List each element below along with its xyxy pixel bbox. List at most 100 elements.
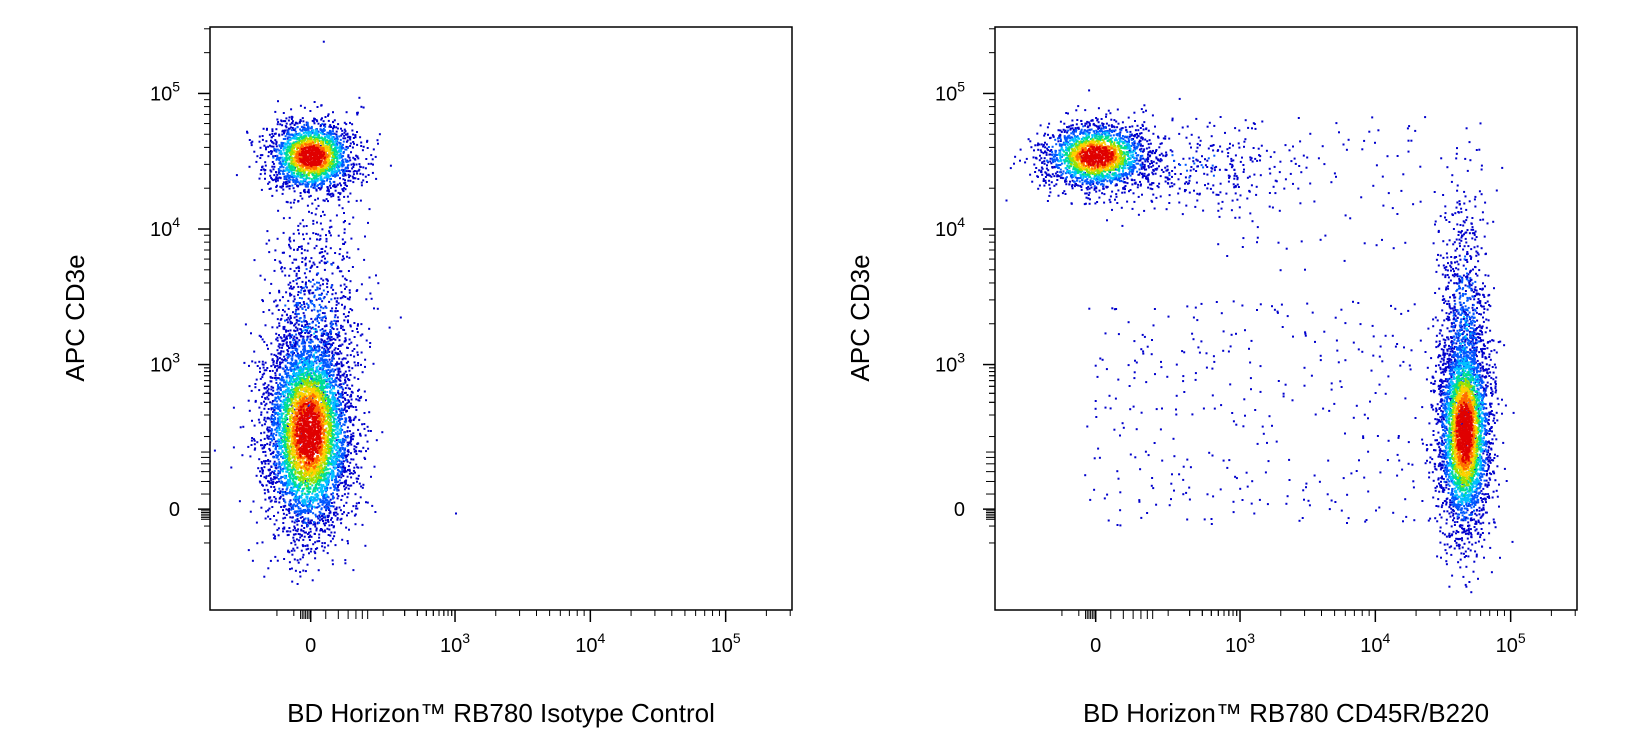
data-point bbox=[285, 413, 288, 416]
data-point bbox=[335, 126, 338, 129]
data-point bbox=[353, 170, 356, 172]
data-point bbox=[256, 542, 259, 545]
data-point bbox=[277, 466, 280, 469]
data-point bbox=[335, 432, 338, 435]
data-point bbox=[304, 508, 307, 511]
data-point bbox=[297, 369, 300, 372]
data-point bbox=[349, 121, 351, 124]
data-point bbox=[345, 361, 348, 364]
data-point bbox=[349, 405, 352, 408]
data-point bbox=[346, 147, 349, 149]
data-point bbox=[278, 440, 281, 443]
data-point bbox=[295, 282, 298, 285]
data-point bbox=[280, 403, 283, 406]
data-point bbox=[291, 491, 294, 494]
data-point bbox=[317, 569, 320, 572]
data-point bbox=[332, 354, 335, 357]
data-point bbox=[315, 244, 318, 247]
data-point bbox=[282, 159, 284, 162]
data-point bbox=[284, 304, 287, 307]
data-point bbox=[300, 289, 303, 292]
data-point bbox=[290, 368, 293, 371]
data-point bbox=[288, 472, 291, 475]
data-point bbox=[287, 136, 290, 139]
data-point bbox=[270, 342, 273, 345]
data-point bbox=[334, 393, 337, 396]
data-point bbox=[321, 228, 324, 231]
data-point bbox=[334, 483, 337, 486]
data-point bbox=[348, 135, 351, 138]
data-point bbox=[329, 325, 332, 328]
data-point bbox=[317, 130, 320, 133]
data-point bbox=[343, 420, 346, 423]
data-point bbox=[282, 467, 284, 470]
data-point bbox=[286, 484, 289, 487]
data-point bbox=[325, 262, 328, 264]
data-point bbox=[332, 120, 335, 123]
data-point bbox=[276, 123, 279, 126]
data-point bbox=[261, 138, 264, 141]
data-point bbox=[325, 509, 328, 512]
data-point bbox=[276, 339, 279, 342]
data-point bbox=[302, 530, 305, 533]
data-point bbox=[323, 512, 326, 515]
data-point bbox=[329, 458, 332, 460]
data-point bbox=[274, 392, 277, 395]
data-point bbox=[278, 413, 281, 416]
data-point bbox=[353, 355, 356, 358]
data-point bbox=[303, 179, 306, 182]
data-point bbox=[293, 175, 296, 178]
data-point bbox=[349, 395, 352, 398]
data-point bbox=[278, 420, 281, 423]
data-point bbox=[299, 335, 302, 338]
data-point bbox=[335, 333, 338, 336]
data-point bbox=[320, 124, 322, 127]
data-point bbox=[336, 297, 339, 300]
data-point bbox=[307, 289, 310, 292]
data-point bbox=[304, 180, 307, 183]
data-point bbox=[354, 134, 357, 137]
data-point bbox=[293, 324, 296, 327]
data-point bbox=[295, 475, 297, 478]
data-point bbox=[300, 328, 303, 331]
data-point bbox=[320, 118, 323, 121]
data-point bbox=[306, 370, 309, 373]
data-point bbox=[332, 328, 335, 330]
data-point bbox=[335, 352, 338, 355]
data-point bbox=[331, 307, 334, 310]
data-point bbox=[307, 190, 310, 192]
data-point bbox=[329, 392, 332, 395]
data-point bbox=[321, 542, 324, 545]
data-point bbox=[349, 170, 352, 173]
data-point bbox=[300, 252, 303, 255]
data-point bbox=[313, 521, 315, 524]
data-point bbox=[311, 492, 314, 495]
data-point bbox=[285, 399, 288, 401]
data-point bbox=[326, 462, 329, 465]
data-point bbox=[276, 349, 279, 352]
data-point bbox=[355, 505, 358, 508]
data-point bbox=[269, 449, 272, 452]
data-point bbox=[273, 174, 276, 177]
data-point bbox=[335, 511, 338, 514]
data-point bbox=[279, 432, 282, 434]
data-point bbox=[307, 508, 309, 511]
data-point bbox=[329, 486, 332, 489]
data-point bbox=[334, 252, 337, 254]
data-point bbox=[294, 323, 297, 326]
data-point bbox=[332, 357, 335, 360]
data-point bbox=[271, 470, 274, 473]
data-point bbox=[315, 207, 318, 210]
data-point bbox=[335, 174, 338, 177]
data-point bbox=[303, 357, 306, 360]
data-point bbox=[291, 477, 294, 480]
data-point bbox=[326, 503, 329, 506]
data-point bbox=[300, 549, 303, 552]
data-point bbox=[296, 379, 299, 382]
data-point bbox=[250, 389, 253, 392]
data-point bbox=[347, 405, 350, 408]
data-point bbox=[282, 527, 285, 530]
data-point bbox=[270, 353, 273, 356]
data-point bbox=[362, 145, 365, 148]
data-point bbox=[341, 373, 344, 376]
